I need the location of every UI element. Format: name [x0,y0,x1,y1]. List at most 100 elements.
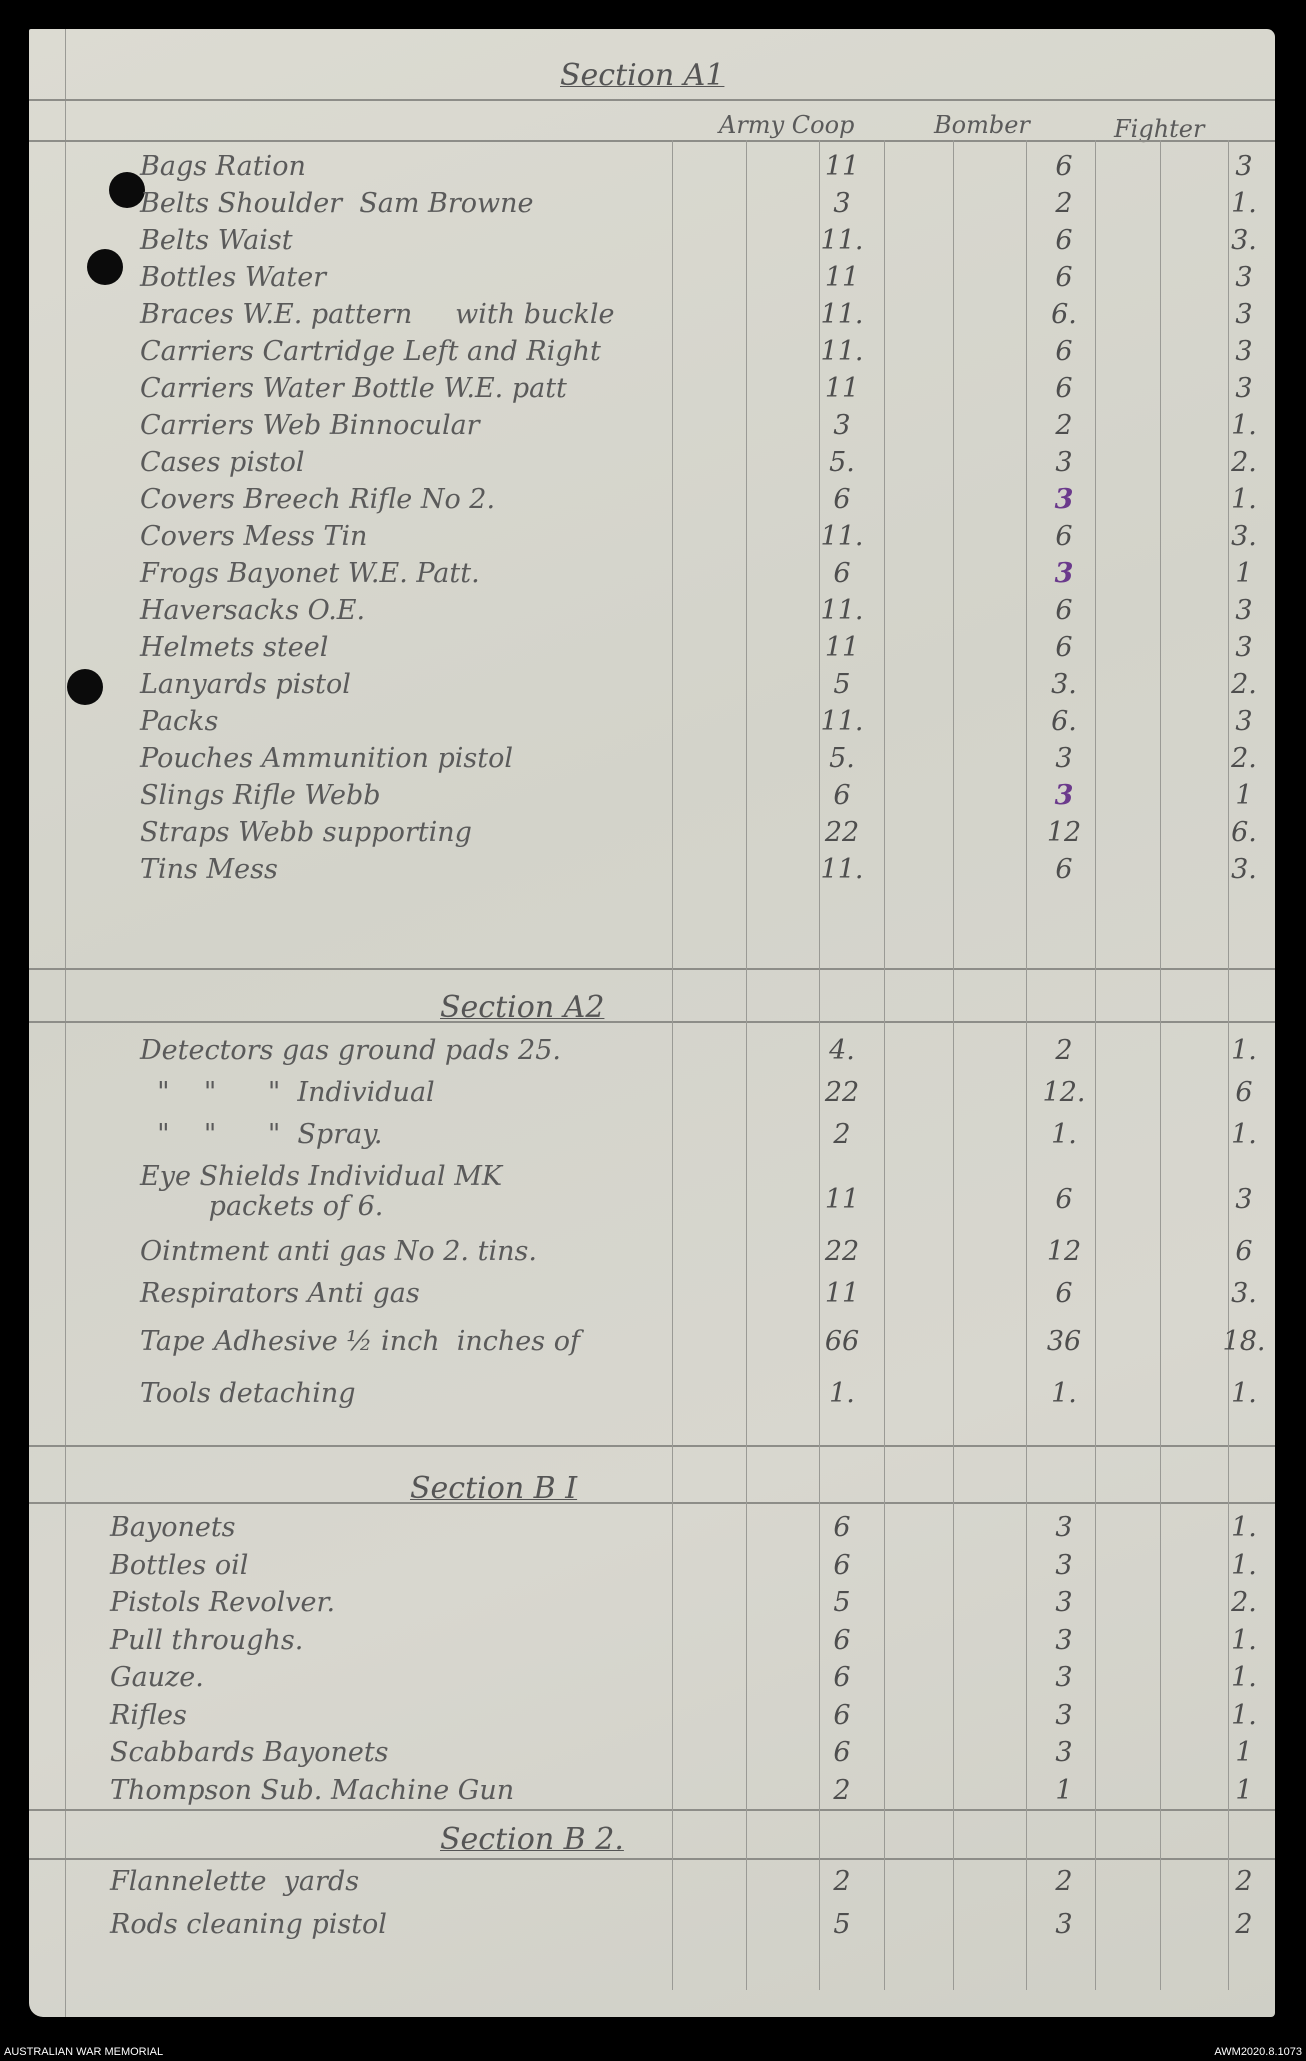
quantity-fighter: 18. [1222,1326,1266,1357]
quantity-bomber: 6 [1055,262,1073,293]
rule-line [29,1445,1275,1447]
quantity-bomber: 3 [1055,1624,1073,1656]
item-label: " " " Individual [140,1077,435,1108]
item-label: Belts Waist [140,225,293,256]
quantity-army: 11 [824,151,860,182]
quantity-army: 3 [833,188,851,219]
quantity-army: 11. [820,595,864,626]
quantity-army: 22 [824,817,860,848]
item-label: Thompson Sub. Machine Gun [110,1774,515,1806]
quantity-fighter: 2. [1231,1587,1257,1618]
quantity-fighter: 2 [1235,1866,1253,1897]
item-label: Eye Shields Individual MK packets of 6. [140,1161,503,1222]
quantity-bomber: 12 [1046,817,1082,848]
quantity-fighter: 3 [1235,299,1253,330]
item-label: Braces W.E. pattern with buckle [140,299,615,330]
item-label: Pistols Revolver. [110,1587,336,1618]
quantity-fighter: 1 [1235,1737,1253,1768]
footer-institution: AUSTRALIAN WAR MEMORIAL [4,2046,164,2058]
quantity-army: 6 [833,1662,851,1693]
quantity-army: 1. [829,1378,855,1409]
item-label: Bottles oil [110,1549,249,1581]
quantity-army: 11. [820,706,864,737]
quantity-army: 11 [824,373,860,404]
quantity-bomber: 6 [1055,225,1073,256]
quantity-army: 5 [833,1909,851,1940]
column-line [1228,140,1230,1990]
item-label: Slings Rifle Webb [140,780,381,811]
quantity-bomber: 3 [1055,743,1073,774]
quantity-bomber: 3 [1054,558,1074,589]
column-line [953,140,955,1990]
item-label: Bags Ration [140,151,306,182]
margin-line [65,29,67,2017]
item-label: Carriers Web Binnocular [140,410,480,441]
item-label: Scabbards Bayonets [110,1737,389,1768]
item-label: Rods cleaning pistol [110,1909,387,1940]
item-label: " " " Spray. [140,1119,383,1150]
quantity-fighter: 3 [1235,595,1253,626]
quantity-bomber: 1. [1051,1378,1077,1409]
item-label: Cases pistol [140,447,305,478]
quantity-fighter: 2 [1235,1909,1253,1940]
quantity-army: 5 [833,1587,851,1618]
column-header-fighter: Fighter [1114,115,1205,143]
punch-hole [67,669,103,705]
quantity-fighter: 1. [1231,410,1257,441]
quantity-bomber: 3 [1055,1512,1073,1543]
document-page: Army Coop Bomber Fighter Section A1 Bags … [29,29,1275,2017]
quantity-bomber: 3 [1054,484,1074,515]
item-label: Belts Shoulder Sam Browne [140,188,534,219]
quantity-fighter: 3 [1235,262,1253,293]
quantity-army: 11. [820,854,864,885]
quantity-bomber: 6 [1055,854,1073,885]
quantity-fighter: 3 [1235,632,1253,663]
column-line [1026,140,1028,1990]
rule-line [29,1502,1275,1504]
quantity-fighter: 2. [1231,447,1257,478]
quantity-army: 2 [833,1866,851,1897]
quantity-army: 66 [824,1326,860,1357]
item-label: Frogs Bayonet W.E. Patt. [140,558,480,589]
quantity-army: 6 [833,1512,851,1543]
quantity-fighter: 3 [1235,706,1253,737]
quantity-bomber: 12. [1042,1077,1086,1108]
quantity-bomber: 2 [1055,1866,1073,1897]
item-label: Pouches Ammunition pistol [140,743,513,774]
quantity-bomber: 3 [1054,780,1074,811]
item-label: Bayonets [110,1512,236,1543]
item-label: Ointment anti gas No 2. tins. [140,1236,537,1267]
quantity-fighter: 3 [1235,336,1253,367]
quantity-army: 11. [820,225,864,256]
quantity-army: 3 [833,410,851,441]
quantity-army: 6 [833,780,851,811]
quantity-bomber: 2 [1055,188,1073,219]
quantity-army: 5. [829,743,855,774]
quantity-bomber: 6 [1055,1184,1073,1215]
quantity-bomber: 3 [1055,1699,1073,1731]
quantity-fighter: 3 [1235,151,1253,182]
rule-line [29,1809,1275,1811]
quantity-fighter: 3. [1231,225,1257,256]
quantity-bomber: 3 [1055,1662,1073,1693]
quantity-bomber: 2 [1055,1035,1073,1066]
quantity-bomber: 3 [1055,1737,1073,1768]
quantity-fighter: 6 [1235,1236,1253,1267]
quantity-army: 5 [833,669,851,700]
quantity-fighter: 1 [1235,1774,1253,1806]
quantity-army: 6 [833,1549,851,1581]
item-label: Bottles Water [140,262,327,293]
quantity-fighter: 1. [1231,1662,1257,1693]
item-label: Packs [140,706,219,737]
quantity-bomber: 3 [1055,1587,1073,1618]
quantity-fighter: 1. [1231,1035,1257,1066]
quantity-bomber: 12 [1046,1236,1082,1267]
quantity-army: 22 [824,1077,860,1108]
quantity-army: 5. [829,447,855,478]
quantity-army: 22 [824,1236,860,1267]
quantity-fighter: 1 [1235,780,1253,811]
item-label: Respirators Anti gas [140,1278,420,1309]
rule-line [29,1858,1275,1860]
item-label: Tins Mess [140,854,278,885]
quantity-bomber: 6 [1055,521,1073,552]
